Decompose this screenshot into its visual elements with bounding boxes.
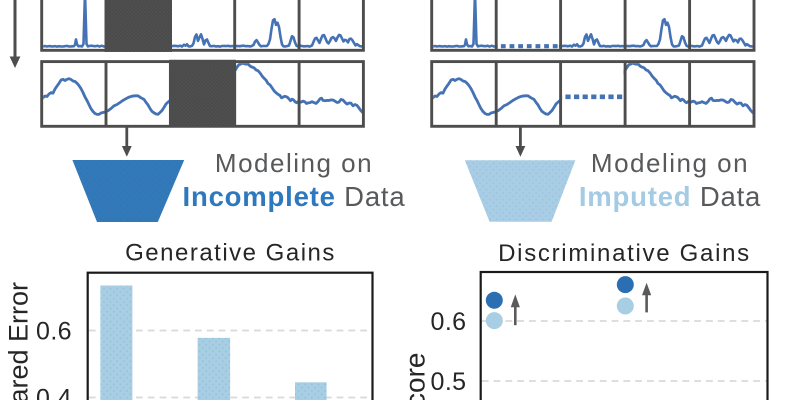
svg-text:Incomplete Data: Incomplete Data — [183, 181, 406, 212]
svg-text:Discriminative Gains: Discriminative Gains — [498, 240, 751, 267]
svg-text:Modeling on: Modeling on — [591, 148, 749, 178]
svg-text:0.6: 0.6 — [36, 318, 72, 346]
svg-text:0.4: 0.4 — [36, 385, 72, 400]
svg-text:F1 Score: F1 Score — [400, 353, 431, 400]
svg-text:Mean Squared Error: Mean Squared Error — [4, 282, 34, 400]
svg-text:0.6: 0.6 — [431, 308, 467, 336]
svg-text:Generative Gains: Generative Gains — [125, 240, 336, 267]
svg-text:0.5: 0.5 — [431, 368, 467, 396]
svg-text:Modeling on: Modeling on — [215, 148, 373, 178]
svg-text:Imputed Data: Imputed Data — [579, 181, 761, 212]
